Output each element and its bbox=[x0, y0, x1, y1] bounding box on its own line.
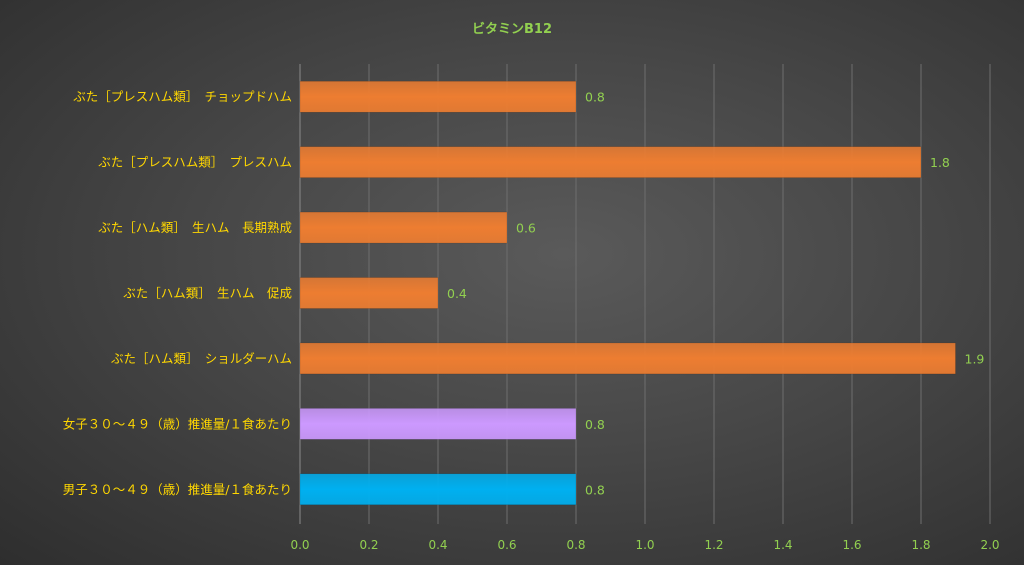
category-label: ぶた［プレスハム類］ プレスハム bbox=[98, 155, 292, 170]
bar bbox=[299, 80, 577, 113]
data-label: 0.8 bbox=[585, 90, 605, 105]
category-label: 女子３０～４９（歳）推進量/１食あたり bbox=[63, 416, 292, 431]
data-label: 1.8 bbox=[930, 155, 950, 170]
data-label: 0.4 bbox=[447, 286, 467, 301]
bar bbox=[299, 146, 922, 178]
labels: 0.0 0.2 0.4 0.6 0.8 1.0 1.2 1.4 1.6 1.8 2.0 ぶた［プレスハ… bbox=[63, 89, 1000, 552]
bar bbox=[299, 342, 956, 375]
x-tick-label: 2.0 bbox=[980, 538, 999, 552]
category-label: ぶた［ハム類］ 生ハム 促成 bbox=[123, 286, 292, 301]
gridlines bbox=[299, 64, 991, 524]
x-tick-label: 0.4 bbox=[428, 538, 447, 552]
x-tick-label: 1.0 bbox=[635, 538, 654, 552]
x-tick-label: 0.2 bbox=[359, 538, 378, 552]
x-tick-label: 0.8 bbox=[566, 538, 585, 552]
x-tick-label: 1.6 bbox=[842, 538, 861, 552]
x-tick-label: 1.2 bbox=[704, 538, 723, 552]
x-tick-label: 1.8 bbox=[911, 538, 930, 552]
data-label: 0.8 bbox=[585, 482, 605, 497]
category-label: 男子３０～４９（歳）推進量/１食あたり bbox=[63, 482, 292, 497]
bar bbox=[299, 277, 439, 309]
bars bbox=[299, 80, 956, 506]
category-label: ぶた［プレスハム類］ チョップドハム bbox=[73, 89, 292, 104]
data-label: 1.9 bbox=[965, 351, 985, 366]
data-label: 0.6 bbox=[516, 221, 536, 236]
chart-title: ビタミンB12 bbox=[472, 21, 552, 37]
bar bbox=[299, 408, 577, 440]
category-label: ぶた［ハム類］ ショルダーハム bbox=[111, 351, 292, 366]
x-tick-label: 0.0 bbox=[290, 538, 309, 552]
x-tick-label: 1.4 bbox=[773, 538, 792, 552]
data-label: 0.8 bbox=[585, 417, 605, 432]
bar bbox=[299, 211, 508, 244]
category-label: ぶた［ハム類］ 生ハム 長期熟成 bbox=[98, 220, 292, 235]
x-tick-label: 0.6 bbox=[497, 538, 516, 552]
bar bbox=[299, 473, 577, 506]
